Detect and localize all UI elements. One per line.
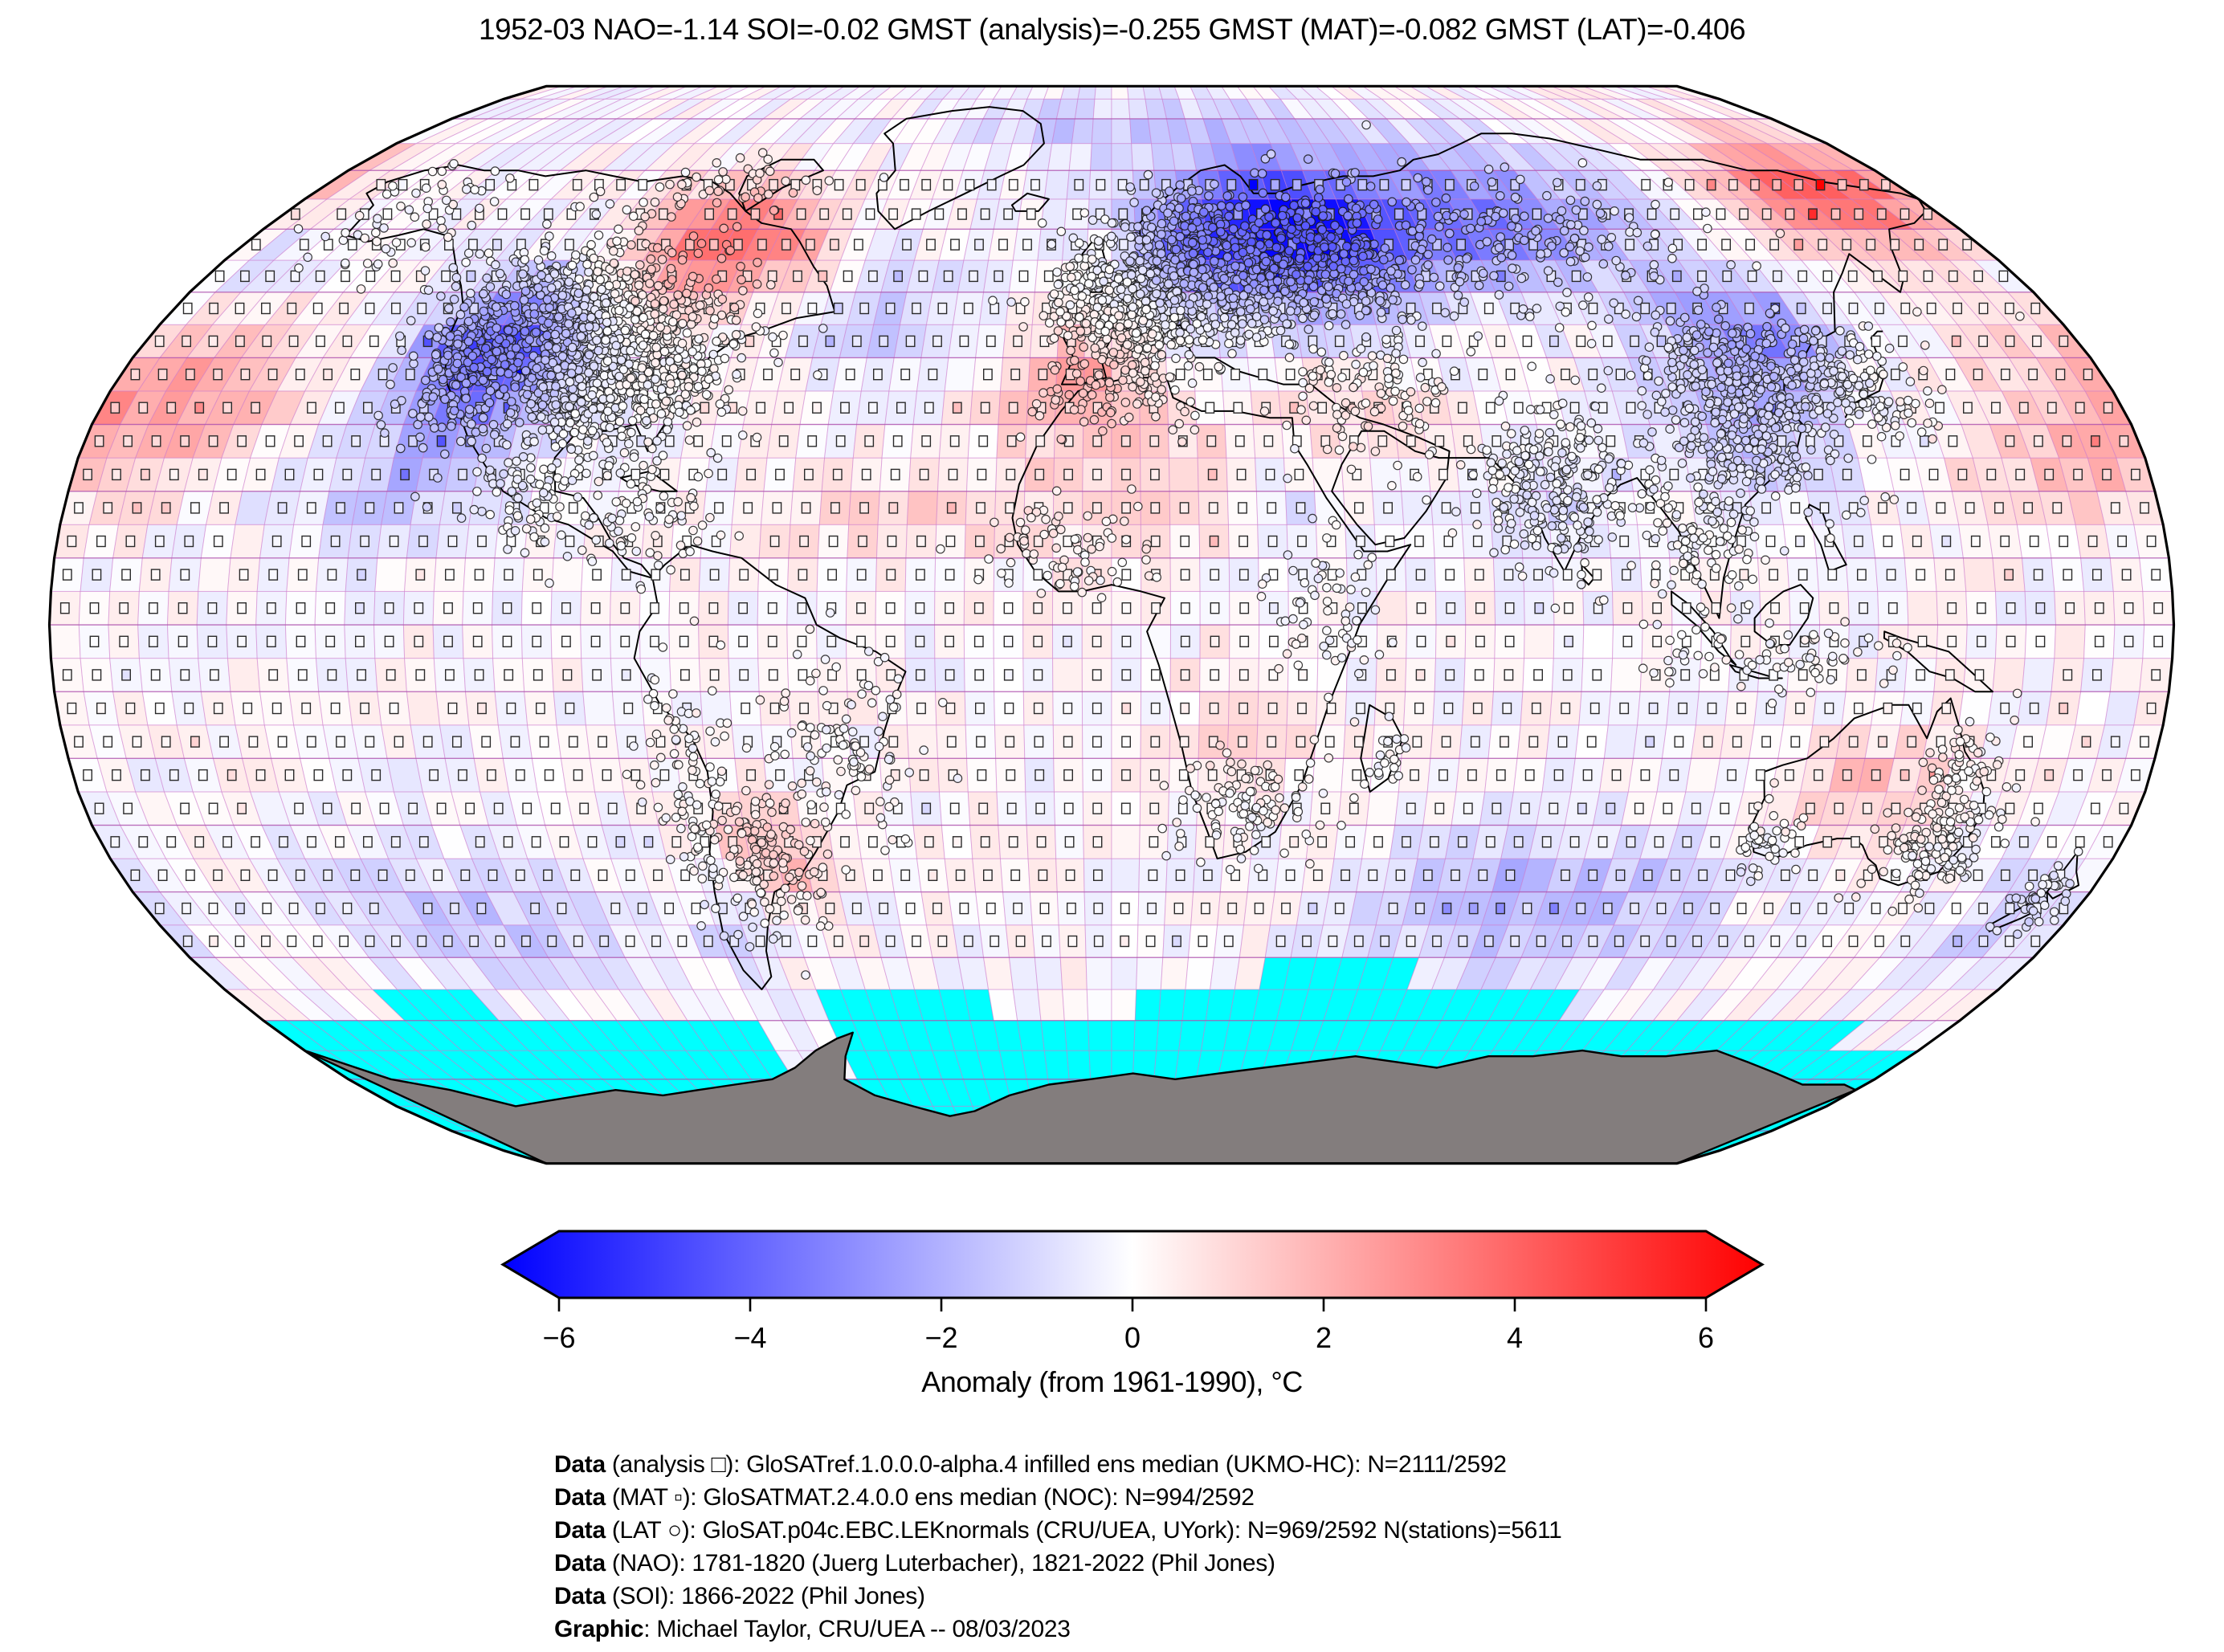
- coast-java: [1728, 663, 1783, 679]
- coast-sumatra: [1671, 590, 1737, 666]
- caption-line-soi: Data (SOI): 1866-2022 (Phil Jones): [554, 1583, 925, 1609]
- chart-title: 1952-03 NAO=-1.14 SOI=-0.02 GMST (analys…: [478, 13, 1746, 46]
- colorbar-tick-label: −6: [542, 1321, 575, 1354]
- coast-borneo: [1753, 584, 1814, 646]
- colorbar-tick-label: −2: [924, 1321, 957, 1354]
- colorbar-tick-label: 2: [1316, 1321, 1332, 1354]
- coast-baffin-island: [738, 158, 824, 212]
- caption-line-analysis: Data (analysis □): GloSATref.1.0.0.0-alp…: [554, 1451, 1507, 1478]
- caption-block: Data (analysis □): GloSATref.1.0.0.0-alp…: [554, 1448, 1562, 1646]
- caption-line-nao: Data (NAO): 1781-1820 (Juerg Luterbacher…: [554, 1550, 1275, 1577]
- coast-philippines: [1805, 504, 1847, 573]
- antarctica: [304, 1031, 1857, 1165]
- map-outline: [47, 84, 2176, 1165]
- coast-iceland: [1010, 192, 1050, 212]
- colorbar: −6 −4 −2 0 2 4 6: [500, 1230, 1765, 1354]
- colorbar-gradient-bar: [500, 1230, 1765, 1299]
- colorbar-tick-label: 4: [1507, 1321, 1523, 1354]
- colorbar-axis-label: Anomaly (from 1961-1990), °C: [921, 1365, 1303, 1398]
- caption-line-mat: Data (MAT ▫): GloSATMAT.2.4.0.0 ens medi…: [554, 1484, 1255, 1511]
- colorbar-tick-label: −4: [733, 1321, 766, 1354]
- colorbar-tick-label: 6: [1698, 1321, 1714, 1354]
- station-circle-markers: [293, 120, 2083, 980]
- caption-line-lat: Data (LAT ○): GloSAT.p04c.EBC.LEKnormals…: [554, 1517, 1562, 1544]
- colorbar-tick-label: 0: [1124, 1321, 1141, 1354]
- caption-line-graphic: Graphic: Michael Taylor, CRU/UEA -- 08/0…: [554, 1616, 1071, 1642]
